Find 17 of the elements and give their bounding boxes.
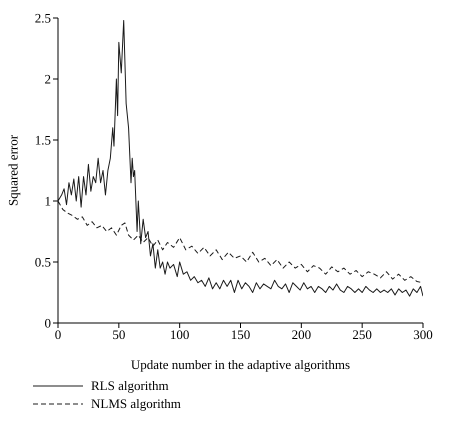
x-tick-label: 250 <box>352 327 372 342</box>
y-tick-label: 1.5 <box>34 132 51 148</box>
x-tick-label: 150 <box>230 327 250 342</box>
legend-label: RLS algorithm <box>91 378 169 394</box>
x-tick-label: 0 <box>54 327 62 342</box>
x-tick-label: 200 <box>292 327 312 342</box>
x-tick-label: 50 <box>112 327 126 342</box>
x-tick-label: 300 <box>413 327 433 342</box>
y-tick-label: 0 <box>44 316 51 331</box>
y-tick-label: 0.5 <box>34 254 51 270</box>
y-axis-title: Squared error <box>6 134 21 206</box>
y-tick-label: 2.5 <box>34 10 51 26</box>
y-tick-label: 1 <box>44 194 51 209</box>
x-axis-title: Update number in the adaptive algorithms <box>130 357 350 372</box>
legend-label: NLMS algorithm <box>91 396 181 412</box>
y-tick-label: 2 <box>44 72 51 87</box>
x-tick-label: 100 <box>170 327 190 342</box>
